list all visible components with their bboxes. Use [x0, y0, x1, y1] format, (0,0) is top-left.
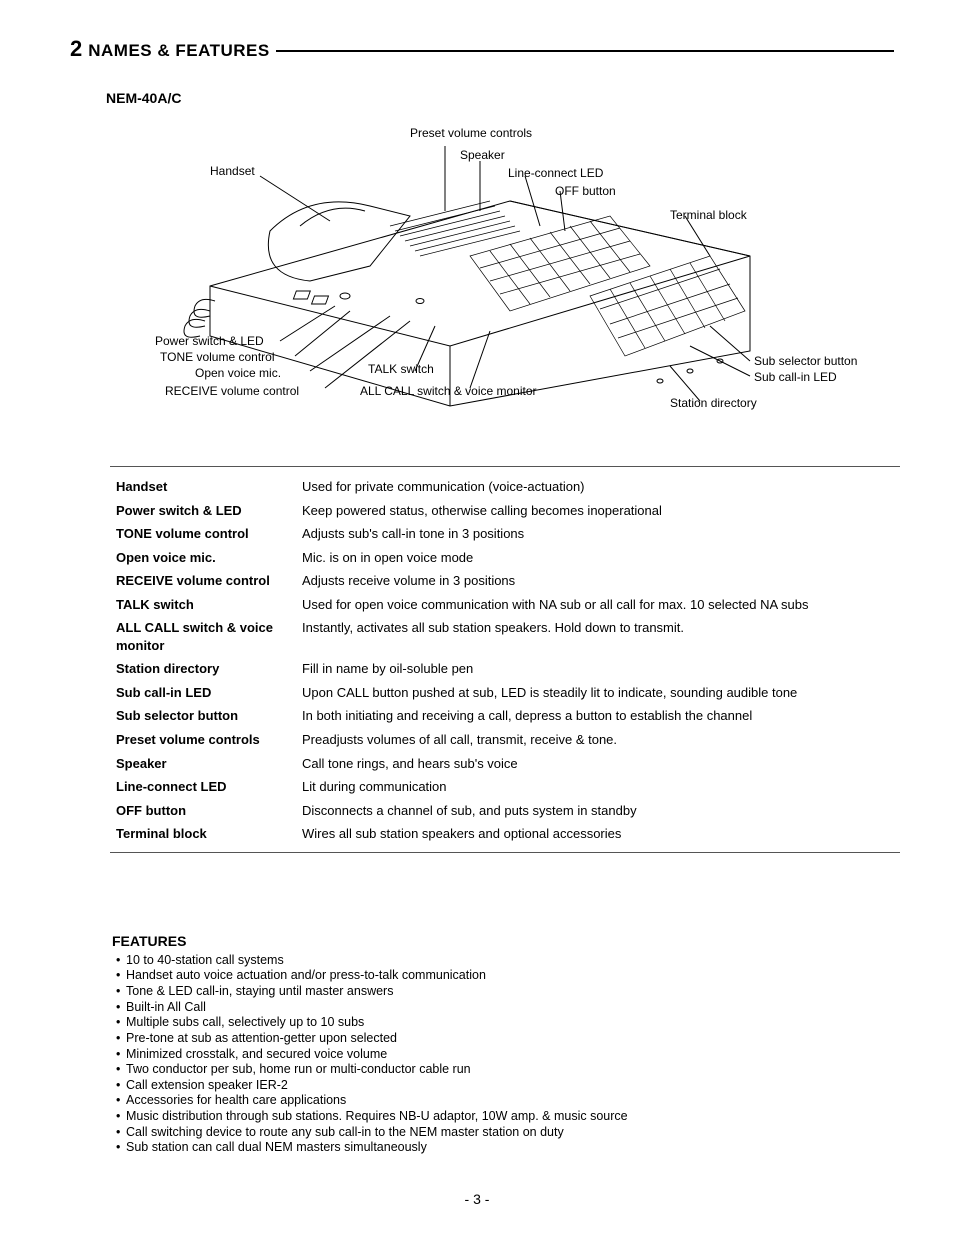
part-label: Station directory — [116, 660, 302, 678]
label-sub-callin-led: Sub call-in LED — [754, 370, 837, 384]
table-row: Line-connect LEDLit during communication — [110, 775, 900, 799]
section-title: NAMES & FEATURES — [88, 41, 269, 61]
label-off-button: OFF button — [555, 184, 616, 198]
part-label: Sub call-in LED — [116, 684, 302, 702]
part-desc: Upon CALL button pushed at sub, LED is s… — [302, 684, 900, 702]
part-label: Open voice mic. — [116, 549, 302, 567]
part-label: Handset — [116, 478, 302, 496]
label-tone-volume: TONE volume control — [160, 350, 275, 364]
part-label: TALK switch — [116, 596, 302, 614]
label-line-connect-led: Line-connect LED — [508, 166, 603, 180]
feature-item: Accessories for health care applications — [128, 1093, 894, 1109]
table-row: Terminal blockWires all sub station spea… — [110, 822, 900, 846]
model-code: NEM-40A/C — [106, 90, 894, 106]
feature-item: 10 to 40-station call systems — [128, 953, 894, 969]
feature-item: Music distribution through sub stations.… — [128, 1109, 894, 1125]
table-row: OFF buttonDisconnects a channel of sub, … — [110, 799, 900, 823]
section-header: 2 NAMES & FEATURES — [70, 36, 894, 62]
part-label: Preset volume controls — [116, 731, 302, 749]
label-sub-selector: Sub selector button — [754, 354, 857, 368]
section-number: 2 — [70, 36, 82, 62]
features-list: 10 to 40-station call systems Handset au… — [112, 953, 894, 1156]
feature-item: Call switching device to route any sub c… — [128, 1125, 894, 1141]
table-row: SpeakerCall tone rings, and hears sub's … — [110, 752, 900, 776]
feature-item: Handset auto voice actuation and/or pres… — [128, 968, 894, 984]
part-label: Line-connect LED — [116, 778, 302, 796]
part-desc: In both initiating and receiving a call,… — [302, 707, 900, 725]
label-terminal-block: Terminal block — [670, 208, 747, 222]
label-talk-switch: TALK switch — [368, 362, 434, 376]
table-row: TONE volume controlAdjusts sub's call-in… — [110, 522, 900, 546]
label-power-switch: Power switch & LED — [155, 334, 264, 348]
feature-item: Built-in All Call — [128, 1000, 894, 1016]
table-row: RECEIVE volume controlAdjusts receive vo… — [110, 569, 900, 593]
part-desc: Disconnects a channel of sub, and puts s… — [302, 802, 900, 820]
part-label: Speaker — [116, 755, 302, 773]
part-desc: Instantly, activates all sub station spe… — [302, 619, 900, 637]
label-speaker: Speaker — [460, 148, 505, 162]
part-desc: Wires all sub station speakers and optio… — [302, 825, 900, 843]
feature-item: Call extension speaker IER-2 — [128, 1078, 894, 1094]
part-desc: Used for private communication (voice-ac… — [302, 478, 900, 496]
feature-item: Tone & LED call-in, staying until master… — [128, 984, 894, 1000]
part-desc: Keep powered status, otherwise calling b… — [302, 502, 900, 520]
label-all-call: ALL CALL switch & voice monitor — [360, 384, 537, 398]
part-label: ALL CALL switch & voice monitor — [116, 619, 302, 654]
part-label: Power switch & LED — [116, 502, 302, 520]
parts-table: HandsetUsed for private communication (v… — [110, 466, 900, 853]
table-row: TALK switchUsed for open voice communica… — [110, 593, 900, 617]
table-row: Power switch & LEDKeep powered status, o… — [110, 499, 900, 523]
part-desc: Fill in name by oil-soluble pen — [302, 660, 900, 678]
feature-item: Sub station can call dual NEM masters si… — [128, 1140, 894, 1156]
table-row: HandsetUsed for private communication (v… — [110, 475, 900, 499]
table-row: ALL CALL switch & voice monitorInstantly… — [110, 616, 900, 657]
table-row: Preset volume controlsPreadjusts volumes… — [110, 728, 900, 752]
label-preset-volume: Preset volume controls — [410, 126, 532, 140]
part-desc: Lit during communication — [302, 778, 900, 796]
part-desc: Mic. is on in open voice mode — [302, 549, 900, 567]
feature-item: Two conductor per sub, home run or multi… — [128, 1062, 894, 1078]
part-desc: Call tone rings, and hears sub's voice — [302, 755, 900, 773]
table-row: Open voice mic.Mic. is on in open voice … — [110, 546, 900, 570]
feature-item: Minimized crosstalk, and secured voice v… — [128, 1047, 894, 1063]
part-label: RECEIVE volume control — [116, 572, 302, 590]
table-row: Sub selector buttonIn both initiating an… — [110, 704, 900, 728]
feature-item: Pre-tone at sub as attention-getter upon… — [128, 1031, 894, 1047]
feature-item: Multiple subs call, selectively up to 10… — [128, 1015, 894, 1031]
part-label: OFF button — [116, 802, 302, 820]
page-number: - 3 - — [0, 1191, 954, 1207]
part-label: Terminal block — [116, 825, 302, 843]
header-rule — [276, 50, 894, 52]
label-handset: Handset — [210, 164, 255, 178]
part-desc: Preadjusts volumes of all call, transmit… — [302, 731, 900, 749]
part-label: TONE volume control — [116, 525, 302, 543]
part-desc: Used for open voice communication with N… — [302, 596, 900, 614]
features-heading: FEATURES — [112, 933, 894, 949]
part-desc: Adjusts receive volume in 3 positions — [302, 572, 900, 590]
page: 2 NAMES & FEATURES NEM-40A/C — [0, 0, 954, 1235]
table-row: Sub call-in LEDUpon CALL button pushed a… — [110, 681, 900, 705]
device-diagram: Preset volume controls Speaker Line-conn… — [110, 116, 850, 416]
part-label: Sub selector button — [116, 707, 302, 725]
label-open-voice-mic: Open voice mic. — [195, 366, 281, 380]
part-desc: Adjusts sub's call-in tone in 3 position… — [302, 525, 900, 543]
label-receive-volume: RECEIVE volume control — [165, 384, 299, 398]
table-row: Station directoryFill in name by oil-sol… — [110, 657, 900, 681]
features-section: FEATURES 10 to 40-station call systems H… — [112, 933, 894, 1156]
label-station-directory: Station directory — [670, 396, 757, 410]
